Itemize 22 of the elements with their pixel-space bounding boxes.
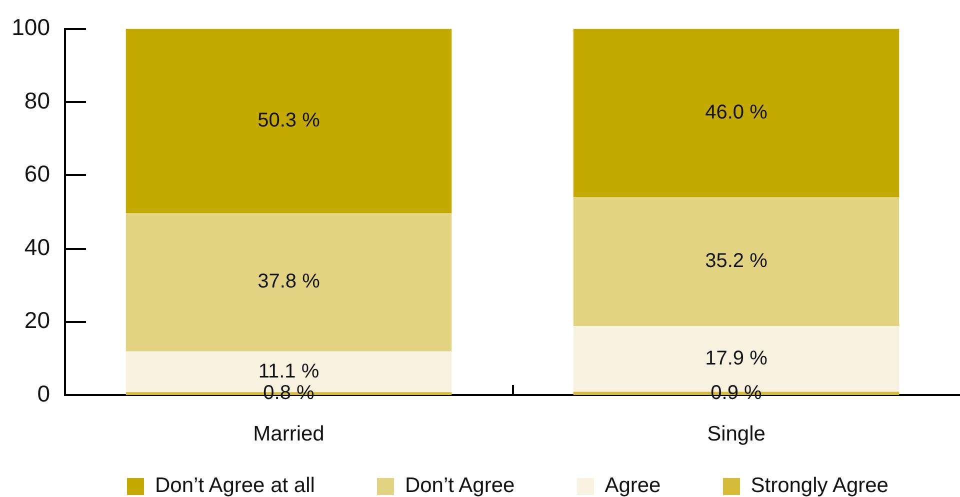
y-tick-label: 20 [24, 307, 50, 334]
data-label: 46.0 % [705, 102, 768, 124]
legend-label: Don’t Agree [404, 474, 515, 497]
bar [126, 213, 452, 352]
y-tick-label: 60 [24, 160, 50, 187]
y-tick-label: 100 [12, 14, 50, 40]
y-tick-label: 80 [24, 87, 50, 114]
bar [573, 197, 900, 326]
y-tick-label: 0 [37, 380, 50, 406]
data-label: 37.8 % [258, 270, 320, 293]
legend-label: Agree [604, 474, 661, 497]
x-tick-label: Single [707, 422, 766, 446]
data-label: 50.3 % [258, 109, 320, 132]
data-label: 35.2 % [705, 250, 768, 272]
x-tick-label: Married [253, 422, 324, 446]
data-label: 17.9 % [705, 347, 768, 370]
bar [126, 28, 452, 213]
bar [573, 28, 900, 198]
legend-label: Don’t Agree at all [155, 474, 315, 497]
data-label: 11.1 % [258, 360, 320, 382]
legend-label: Strongly Agree [750, 474, 888, 497]
y-tick-label: 40 [24, 234, 50, 260]
